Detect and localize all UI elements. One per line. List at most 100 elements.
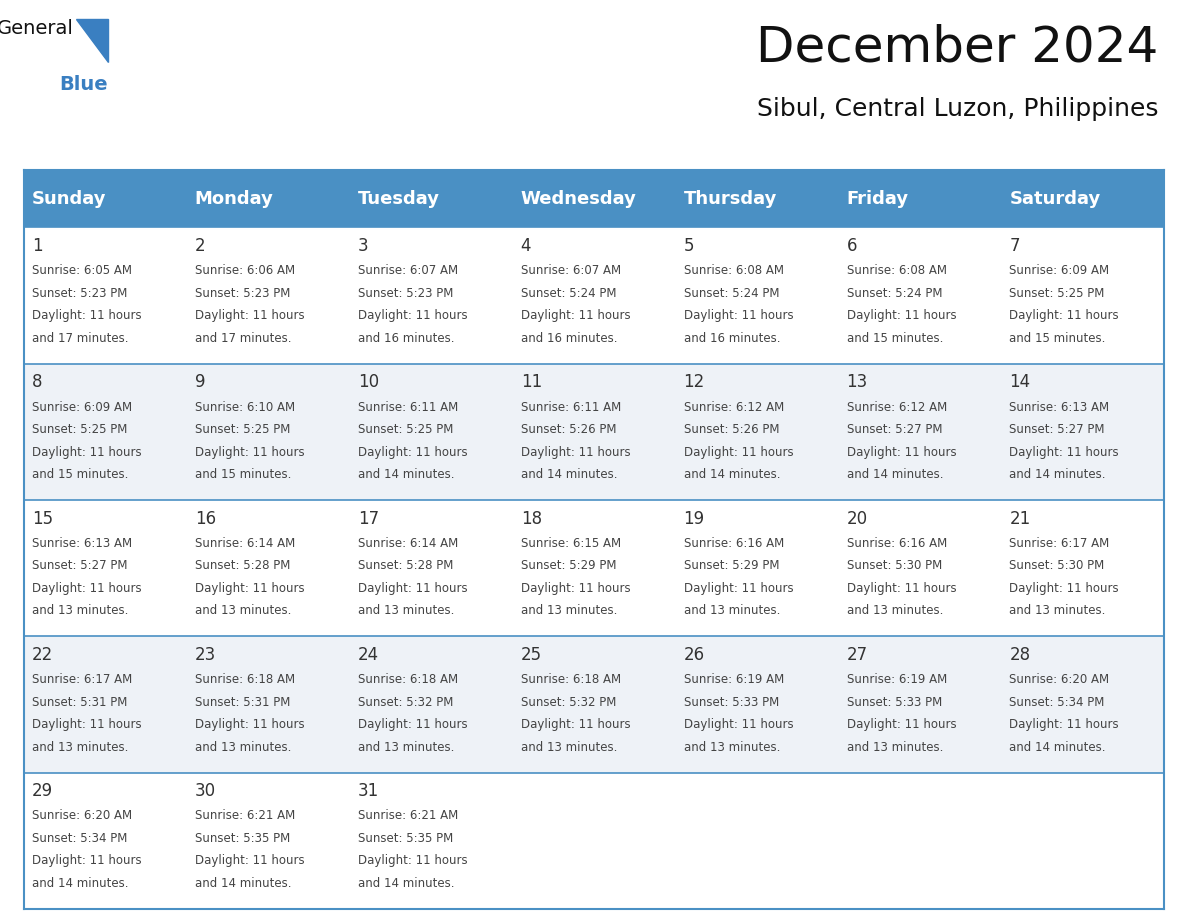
Bar (676, 170, 839, 228)
Text: Sunrise: 6:12 AM: Sunrise: 6:12 AM (847, 400, 947, 413)
Bar (1001, 500, 1164, 636)
Bar (1001, 364, 1164, 500)
Bar (187, 228, 349, 364)
Text: and 14 minutes.: and 14 minutes. (847, 468, 943, 481)
Bar (187, 500, 349, 636)
Text: Daylight: 11 hours: Daylight: 11 hours (1010, 718, 1119, 731)
Text: Sunset: 5:28 PM: Sunset: 5:28 PM (195, 559, 290, 572)
Text: Sunset: 5:25 PM: Sunset: 5:25 PM (32, 423, 127, 436)
Text: 29: 29 (32, 782, 53, 800)
Text: 31: 31 (358, 782, 379, 800)
Text: Sunset: 5:31 PM: Sunset: 5:31 PM (195, 696, 290, 709)
Bar (839, 170, 1001, 228)
Text: and 13 minutes.: and 13 minutes. (683, 741, 781, 754)
Text: 3: 3 (358, 237, 368, 255)
Text: Sunrise: 6:19 AM: Sunrise: 6:19 AM (847, 673, 947, 686)
Text: 24: 24 (358, 646, 379, 664)
Text: Friday: Friday (847, 190, 909, 207)
Text: and 13 minutes.: and 13 minutes. (520, 604, 617, 617)
Text: Sunrise: 6:18 AM: Sunrise: 6:18 AM (195, 673, 295, 686)
Text: Daylight: 11 hours: Daylight: 11 hours (520, 309, 631, 322)
Text: Daylight: 11 hours: Daylight: 11 hours (520, 718, 631, 731)
Text: December 2024: December 2024 (756, 23, 1158, 72)
Text: Sunset: 5:30 PM: Sunset: 5:30 PM (847, 559, 942, 572)
Text: Sunrise: 6:07 AM: Sunrise: 6:07 AM (520, 264, 621, 277)
Text: Sunset: 5:34 PM: Sunset: 5:34 PM (1010, 696, 1105, 709)
Text: Daylight: 11 hours: Daylight: 11 hours (847, 718, 956, 731)
Bar (187, 170, 349, 228)
Text: 11: 11 (520, 374, 542, 391)
Bar (1001, 636, 1164, 773)
Text: 25: 25 (520, 646, 542, 664)
Text: and 16 minutes.: and 16 minutes. (520, 331, 618, 345)
Text: and 14 minutes.: and 14 minutes. (1010, 741, 1106, 754)
Text: Sunset: 5:24 PM: Sunset: 5:24 PM (847, 286, 942, 300)
Bar (349, 364, 512, 500)
Text: Sunrise: 6:12 AM: Sunrise: 6:12 AM (683, 400, 784, 413)
Bar (676, 636, 839, 773)
Text: Daylight: 11 hours: Daylight: 11 hours (1010, 309, 1119, 322)
Text: and 13 minutes.: and 13 minutes. (32, 741, 128, 754)
Text: Sunrise: 6:06 AM: Sunrise: 6:06 AM (195, 264, 295, 277)
Text: Daylight: 11 hours: Daylight: 11 hours (358, 445, 467, 458)
Text: 6: 6 (847, 237, 857, 255)
Text: Sunset: 5:26 PM: Sunset: 5:26 PM (520, 423, 617, 436)
Text: Sunset: 5:27 PM: Sunset: 5:27 PM (1010, 423, 1105, 436)
Text: and 13 minutes.: and 13 minutes. (32, 604, 128, 617)
Text: 26: 26 (683, 646, 704, 664)
Text: 9: 9 (195, 374, 206, 391)
Bar (676, 500, 839, 636)
Text: and 14 minutes.: and 14 minutes. (683, 468, 781, 481)
Bar (839, 500, 1001, 636)
Text: 5: 5 (683, 237, 694, 255)
Text: Sunset: 5:27 PM: Sunset: 5:27 PM (32, 559, 127, 572)
Text: Sunrise: 6:17 AM: Sunrise: 6:17 AM (32, 673, 132, 686)
Text: Daylight: 11 hours: Daylight: 11 hours (32, 855, 141, 868)
Bar (24, 773, 187, 909)
Text: Sunset: 5:23 PM: Sunset: 5:23 PM (195, 286, 290, 300)
Bar (839, 636, 1001, 773)
Text: Thursday: Thursday (683, 190, 777, 207)
Bar (24, 228, 187, 364)
Text: Sunday: Sunday (32, 190, 107, 207)
Bar (24, 500, 187, 636)
Text: Daylight: 11 hours: Daylight: 11 hours (195, 855, 304, 868)
Text: 17: 17 (358, 509, 379, 528)
Text: Sunset: 5:30 PM: Sunset: 5:30 PM (1010, 559, 1105, 572)
Text: Daylight: 11 hours: Daylight: 11 hours (683, 445, 794, 458)
Text: 8: 8 (32, 374, 43, 391)
Text: Daylight: 11 hours: Daylight: 11 hours (1010, 445, 1119, 458)
Text: Sunset: 5:28 PM: Sunset: 5:28 PM (358, 559, 453, 572)
Text: Wednesday: Wednesday (520, 190, 637, 207)
Bar (24, 170, 187, 228)
Bar (839, 773, 1001, 909)
Text: Daylight: 11 hours: Daylight: 11 hours (683, 718, 794, 731)
Text: Sunset: 5:34 PM: Sunset: 5:34 PM (32, 832, 127, 845)
Bar (839, 228, 1001, 364)
Bar (512, 364, 676, 500)
Text: Sunrise: 6:19 AM: Sunrise: 6:19 AM (683, 673, 784, 686)
Bar (349, 636, 512, 773)
Text: and 15 minutes.: and 15 minutes. (32, 468, 128, 481)
Text: Sunrise: 6:17 AM: Sunrise: 6:17 AM (1010, 537, 1110, 550)
Text: Sunset: 5:25 PM: Sunset: 5:25 PM (1010, 286, 1105, 300)
Text: 15: 15 (32, 509, 53, 528)
Text: Sunrise: 6:20 AM: Sunrise: 6:20 AM (1010, 673, 1110, 686)
Text: and 14 minutes.: and 14 minutes. (1010, 468, 1106, 481)
Text: Sunset: 5:25 PM: Sunset: 5:25 PM (358, 423, 453, 436)
Text: Sunset: 5:27 PM: Sunset: 5:27 PM (847, 423, 942, 436)
Text: Sunset: 5:33 PM: Sunset: 5:33 PM (847, 696, 942, 709)
Bar (187, 773, 349, 909)
Text: Sunrise: 6:14 AM: Sunrise: 6:14 AM (195, 537, 295, 550)
Text: Sunrise: 6:07 AM: Sunrise: 6:07 AM (358, 264, 457, 277)
Text: Daylight: 11 hours: Daylight: 11 hours (847, 309, 956, 322)
Text: and 15 minutes.: and 15 minutes. (195, 468, 291, 481)
Text: Sunset: 5:26 PM: Sunset: 5:26 PM (683, 423, 779, 436)
Bar (676, 228, 839, 364)
Text: Monday: Monday (195, 190, 273, 207)
Text: Daylight: 11 hours: Daylight: 11 hours (32, 582, 141, 595)
Text: 27: 27 (847, 646, 867, 664)
Text: 30: 30 (195, 782, 216, 800)
Text: Sunset: 5:24 PM: Sunset: 5:24 PM (520, 286, 617, 300)
Text: Sunset: 5:24 PM: Sunset: 5:24 PM (683, 286, 779, 300)
